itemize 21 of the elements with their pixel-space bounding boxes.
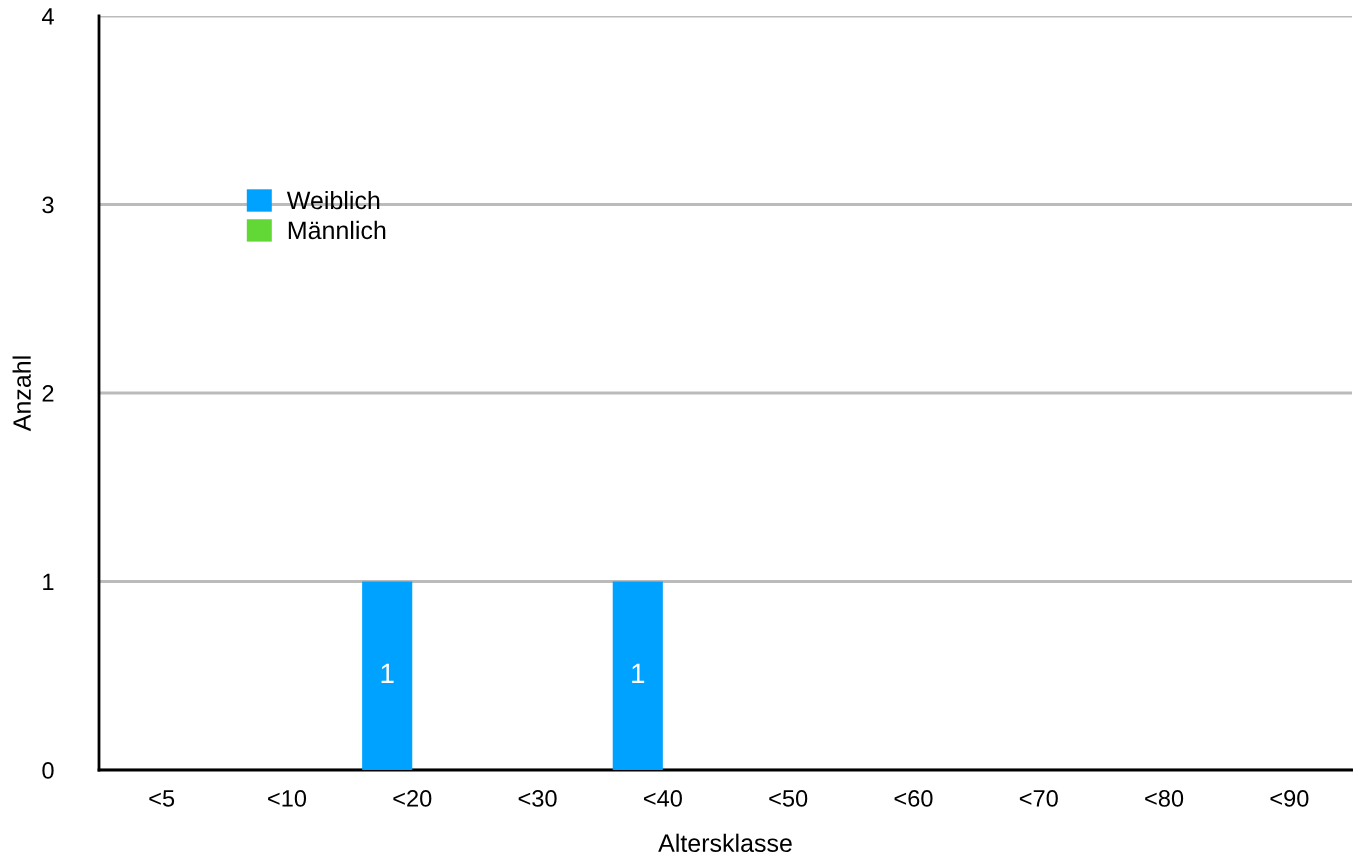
y-tick-label: 3 [42, 196, 54, 214]
x-tick-label: <50 [769, 790, 808, 807]
legend-label: Weiblich [286, 190, 380, 210]
x-axis-title: Altersklasse [658, 833, 792, 853]
x-tick-label: <90 [1270, 790, 1309, 807]
x-tick-label: <60 [894, 790, 933, 807]
x-tick-label: <5 [149, 790, 175, 807]
x-tick-label: <40 [643, 790, 682, 807]
y-axis-title: Anzahl [12, 356, 31, 432]
y-tick-label: 4 [41, 8, 54, 25]
x-tick-label: <80 [1145, 790, 1184, 807]
data-label: 1 [632, 663, 645, 683]
x-tick-label: <10 [268, 790, 307, 807]
y-tick-label: 0 [42, 762, 54, 779]
y-tick-label: 1 [43, 573, 54, 591]
y-tick-label: 2 [42, 385, 54, 402]
legend-label: Männlich [288, 220, 386, 240]
data-label: 1 [381, 663, 394, 683]
x-tick-label: <30 [518, 790, 557, 807]
x-tick-label: <70 [1019, 790, 1058, 807]
x-tick-label: <20 [393, 790, 432, 807]
